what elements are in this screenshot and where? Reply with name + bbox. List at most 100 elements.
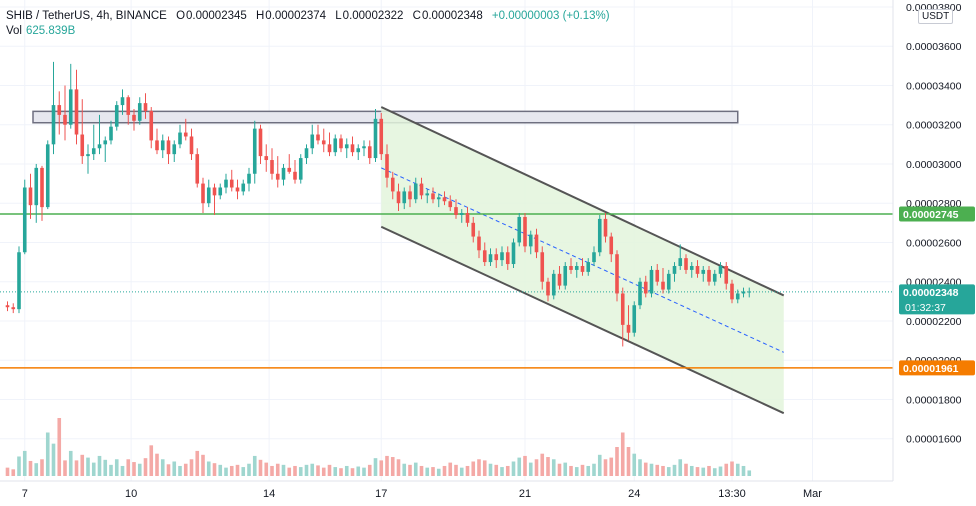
volume-bar (396, 459, 401, 476)
volume-bar (247, 463, 251, 476)
volume-bar (264, 462, 269, 476)
support-price-tag-label: 0.00001961 (903, 363, 959, 375)
candle-body (298, 158, 303, 180)
volume-bar (57, 418, 62, 476)
candle-body (275, 173, 280, 180)
candle-body (241, 183, 246, 192)
channel-midline (381, 167, 784, 353)
candle-body (730, 283, 734, 300)
volume-bar (63, 460, 67, 476)
candle-body (436, 197, 441, 200)
candle-body (86, 154, 90, 157)
volume-bar (155, 453, 159, 476)
volume-bar (80, 454, 85, 476)
candle-body (563, 265, 568, 286)
volume-bar (465, 465, 470, 476)
volume-bar (603, 459, 608, 476)
candle-body (80, 134, 85, 157)
volume-bar (707, 465, 711, 476)
candle-body (155, 140, 159, 151)
high-value: 0.00002374 (265, 10, 327, 22)
volume-bar (425, 467, 430, 476)
volume-bar (350, 468, 355, 476)
volume-bar (229, 465, 234, 476)
volume-bar (419, 465, 424, 476)
candle-body (425, 193, 430, 196)
candle-body (419, 183, 424, 196)
candle-body (34, 167, 39, 206)
volume-bar (11, 469, 16, 476)
candle-body (74, 89, 79, 135)
volume-bar (126, 459, 131, 476)
candle-body (270, 160, 274, 174)
candle-body (11, 307, 16, 310)
volume-bar (172, 461, 177, 476)
volume-bar (281, 464, 286, 476)
candle-body (528, 234, 533, 247)
candle-body (287, 167, 292, 172)
price-tick-label: 0.00001800 (906, 394, 962, 406)
candle-body (172, 144, 177, 155)
candle-body (212, 187, 217, 196)
volume-bar (431, 467, 435, 476)
volume-bar (546, 457, 550, 476)
change-value: +0.00000003 (+0.13%) (491, 10, 610, 22)
candle-body (310, 134, 315, 149)
candle-body (724, 265, 729, 284)
volume-bar (672, 464, 677, 476)
candle-body (109, 126, 113, 141)
volume-bar (316, 465, 320, 476)
candle-body (57, 105, 62, 115)
volume-bar (310, 463, 315, 476)
volume-bar (212, 463, 217, 476)
channel-lower-line (380, 225, 785, 415)
volume-bar (523, 455, 527, 476)
close-label: C (412, 10, 421, 22)
volume-bar (5, 467, 10, 476)
candle-body (229, 179, 234, 188)
volume-bar (97, 455, 102, 476)
volume-bar (626, 447, 631, 476)
volume-bar (218, 464, 223, 476)
bar-countdown-label: 01:32:37 (905, 302, 946, 314)
resistance-price-tag-label: 0.00002745 (903, 209, 959, 221)
volume-bar (51, 443, 56, 476)
currency-badge[interactable]: USDT (918, 9, 954, 24)
ohlc-legend: SHIB / TetherUS, 4h, BINANCE O0.00002345… (6, 8, 610, 24)
candle-body (701, 269, 706, 274)
volume-bar (482, 460, 487, 476)
volume-bar (730, 461, 734, 476)
price-tick-label: 0.00002600 (906, 237, 962, 249)
candle-body (189, 136, 194, 155)
volume-bar (638, 459, 642, 476)
candle-body (741, 291, 746, 294)
volume-bar (666, 467, 671, 476)
candle-body (477, 236, 481, 251)
volume-bar (149, 445, 154, 476)
volume-bar (143, 458, 148, 476)
volume-bar (454, 464, 458, 476)
volume-bar (17, 456, 21, 476)
candle-body (362, 146, 366, 149)
volume-bar (304, 464, 309, 476)
candle-body (580, 265, 585, 272)
candle-body (344, 144, 349, 149)
symbol-title[interactable]: SHIB / TetherUS, 4h, BINANCE (6, 10, 167, 22)
volume-bar (500, 467, 504, 476)
close-value: 0.00002348 (421, 10, 483, 22)
volume-bar (655, 464, 660, 476)
volume-bar (137, 463, 142, 476)
candle-body (137, 103, 142, 121)
volume-bar (649, 463, 654, 476)
candle-body (356, 148, 361, 153)
price-axis: 0.000038000.000036000.000034000.00003200… (892, 0, 976, 506)
volume-bar (511, 461, 516, 476)
candle-body (367, 146, 372, 159)
candle-body (63, 114, 67, 125)
candle-body (678, 258, 683, 266)
price-axis-background (893, 0, 976, 506)
volume-legend[interactable]: Vol 625.839B (6, 25, 75, 37)
time-tick-label: 10 (125, 488, 137, 500)
volume-bar (235, 464, 240, 476)
candle-body (258, 128, 263, 157)
